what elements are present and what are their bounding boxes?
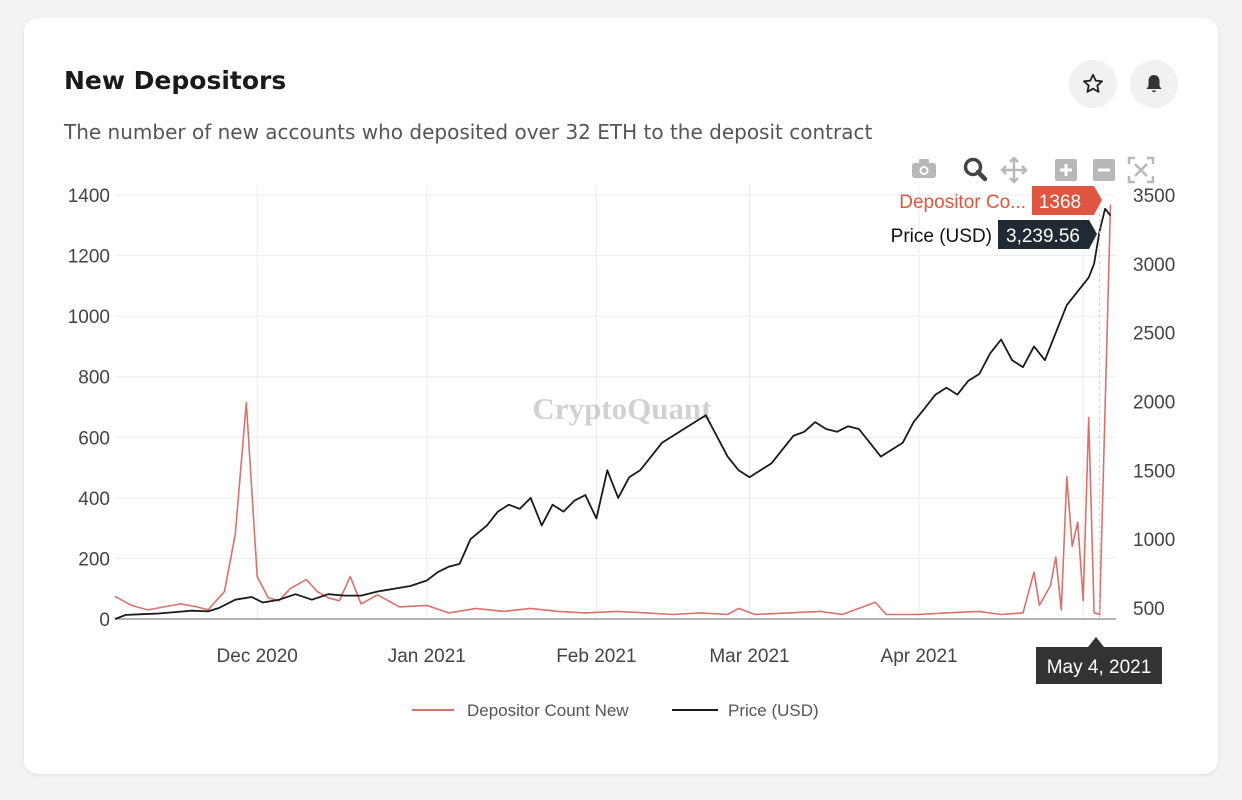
x-tick-label: Apr 2021 xyxy=(881,646,958,667)
zoom-icon[interactable] xyxy=(963,157,988,182)
hover-depositor-box xyxy=(1032,186,1094,215)
chart-toolbar xyxy=(912,156,1155,184)
card-title: New Depositors xyxy=(64,66,287,95)
y-right-tick-label: 3000 xyxy=(1133,255,1175,276)
hover-depositor-pointer xyxy=(1094,186,1102,215)
hover-price-label: Price (USD) xyxy=(891,226,992,247)
hover-tooltip: Depositor Co... 1368 Price (USD) 3,239.5… xyxy=(891,186,1162,684)
hover-depositor-value: 1368 xyxy=(1039,192,1081,213)
card-subtitle: The number of new accounts who deposited… xyxy=(64,120,873,144)
legend-price-label: Price (USD) xyxy=(728,701,819,720)
legend-item-price[interactable]: Price (USD) xyxy=(672,701,819,720)
zoom-out-icon[interactable] xyxy=(1093,159,1115,181)
hover-price-box xyxy=(998,220,1089,249)
zoom-in-icon[interactable] xyxy=(1055,159,1077,181)
hover-date-box xyxy=(1036,647,1162,684)
axis-layer: 0 200 400 600 800 1000 1200 1400 500 1000 1500 2000… xyxy=(68,186,1176,667)
chart-legend: Depositor Count New Price (USD) xyxy=(412,701,819,720)
x-tick-label: Mar 2021 xyxy=(709,646,789,667)
grid-layer xyxy=(115,185,1116,619)
y-left-tick-label: 1200 xyxy=(68,247,110,268)
y-right-tick-label: 2000 xyxy=(1133,392,1175,413)
legend-depositor-label: Depositor Count New xyxy=(467,701,629,720)
series-price-line xyxy=(114,207,1112,620)
legend-item-depositor[interactable]: Depositor Count New xyxy=(412,701,629,720)
y-left-tick-label: 600 xyxy=(78,428,110,449)
pan-icon[interactable] xyxy=(1000,156,1028,184)
x-tick-label: Jan 2021 xyxy=(388,646,466,667)
y-right-tick-label: 1000 xyxy=(1133,530,1175,551)
camera-icon[interactable] xyxy=(912,159,936,178)
y-left-tick-label: 1000 xyxy=(68,307,110,328)
hover-date-label: May 4, 2021 xyxy=(1047,657,1152,678)
y-right-tick-label: 500 xyxy=(1133,599,1165,620)
bell-icon xyxy=(1146,75,1162,93)
alert-button[interactable] xyxy=(1130,60,1178,108)
hover-depositor-label: Depositor Co... xyxy=(899,192,1026,213)
y-right-tick-label: 1500 xyxy=(1133,461,1175,482)
y-left-tick-label: 400 xyxy=(78,489,110,510)
hover-price-pointer xyxy=(1089,220,1097,249)
watermark: CryptoQuant xyxy=(532,391,712,426)
series-depositor-count-line xyxy=(114,204,1112,616)
x-tick-label: Dec 2020 xyxy=(217,646,298,667)
star-icon xyxy=(1083,73,1103,93)
new-depositors-card: New Depositors The number of new account… xyxy=(24,18,1218,774)
favorite-button[interactable] xyxy=(1069,60,1117,108)
y-left-tick-label: 200 xyxy=(78,549,110,570)
x-tick-label: Feb 2021 xyxy=(556,646,636,667)
autoscale-icon[interactable] xyxy=(1127,156,1155,184)
y-left-tick-label: 0 xyxy=(99,610,110,631)
y-right-tick-label: 2500 xyxy=(1133,324,1175,345)
y-left-tick-label: 1400 xyxy=(68,186,110,207)
y-left-tick-label: 800 xyxy=(78,368,110,389)
hover-date-pointer xyxy=(1088,637,1104,647)
y-right-tick-label: 3500 xyxy=(1133,186,1175,207)
hover-price-value: 3,239.56 xyxy=(1006,226,1080,247)
series-layer xyxy=(114,195,1112,620)
